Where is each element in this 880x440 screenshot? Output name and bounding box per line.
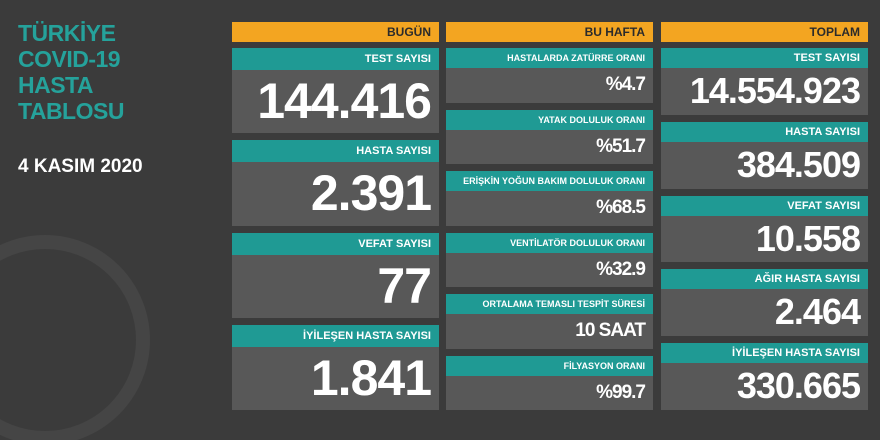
card-label: HASTALARDA ZATÜRRE ORANI <box>446 48 653 68</box>
card-label: AĞIR HASTA SAYISI <box>661 269 868 290</box>
column-header: BU HAFTA <box>446 22 653 42</box>
card-value: 1.841 <box>232 346 439 410</box>
card-label: ERİŞKİN YOĞUN BAKIM DOLULUK ORANI <box>446 171 653 191</box>
card-value: 2.391 <box>232 162 439 226</box>
title-line: HASTA <box>18 72 94 98</box>
card-label: İYİLEŞEN HASTA SAYISI <box>232 324 439 347</box>
title-line: TABLOSU <box>18 98 124 124</box>
card-value: 77 <box>232 254 439 318</box>
column-header: BUGÜN <box>232 22 439 42</box>
card-label: VEFAT SAYISI <box>661 195 868 216</box>
column-header: TOPLAM <box>661 22 868 42</box>
card-label: İYİLEŞEN HASTA SAYISI <box>661 343 868 364</box>
card-label: VENTİLATÖR DOLULUK ORANI <box>446 232 653 253</box>
emblem-watermark <box>0 235 150 440</box>
card-label: VEFAT SAYISI <box>232 232 439 255</box>
card-value: %99.7 <box>446 375 653 410</box>
card-value: 10.558 <box>661 215 868 263</box>
card-value: 330.665 <box>661 363 868 410</box>
title-line: TÜRKİYE <box>18 20 116 46</box>
card-value: %51.7 <box>446 129 653 164</box>
card-value: 144.416 <box>232 70 439 134</box>
card-value: %4.7 <box>446 68 653 103</box>
date: 4 KASIM 2020 <box>18 156 143 177</box>
card-value: %68.5 <box>446 191 653 226</box>
card-label: FİLYASYON ORANI <box>446 355 653 376</box>
title-line: COVID-19 <box>18 46 121 72</box>
card-label: HASTA SAYISI <box>232 140 439 163</box>
card-label: TEST SAYISI <box>232 48 439 70</box>
card-label: TEST SAYISI <box>661 48 868 68</box>
title: TÜRKİYE COVID-19 HASTA TABLOSU <box>18 20 124 124</box>
card-label: ORTALAMA TEMASLI TESPİT SÜRESİ <box>446 294 653 314</box>
card-value: 10 SAAT <box>446 314 653 349</box>
card-value: 14.554.923 <box>661 68 868 115</box>
card-value: 384.509 <box>661 141 868 189</box>
card-value: 2.464 <box>661 289 868 337</box>
card-label: YATAK DOLULUK ORANI <box>446 109 653 130</box>
card-value: %32.9 <box>446 252 653 287</box>
card-label: HASTA SAYISI <box>661 121 868 142</box>
